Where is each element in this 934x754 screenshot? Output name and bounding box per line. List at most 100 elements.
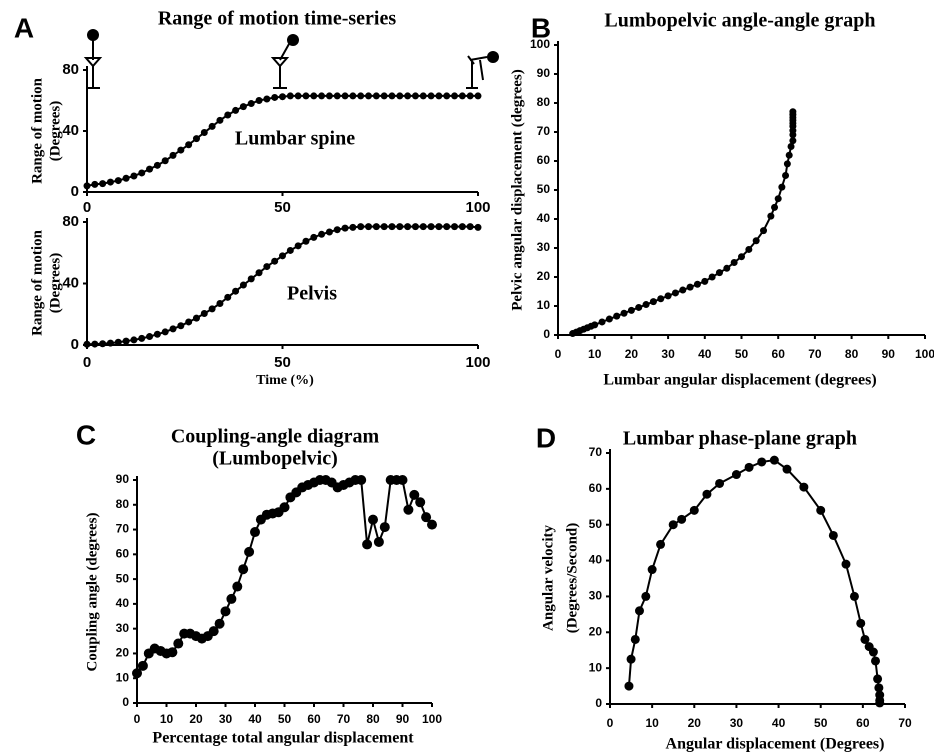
data-point [83, 182, 91, 190]
data-point [785, 151, 793, 159]
data-point [169, 151, 177, 159]
data-point [232, 106, 240, 114]
data-point [372, 223, 380, 231]
y-tick-label: 40 [589, 553, 603, 567]
y-tick-label: 40 [537, 211, 551, 225]
y-tick-label: 40 [116, 596, 130, 610]
data-point [745, 245, 753, 253]
data-point [388, 92, 396, 100]
data-point [873, 674, 883, 684]
x-tick-label: 100 [422, 712, 442, 726]
y-tick-label: 30 [116, 621, 130, 635]
data-point [860, 634, 870, 644]
panel-label: C [76, 419, 96, 450]
x-tick-label: 80 [845, 347, 859, 361]
data-point [114, 338, 122, 346]
data-point [427, 223, 435, 231]
data-point [357, 223, 365, 231]
series-line [572, 111, 794, 335]
chart-title: Lumbar phase-plane graph [623, 428, 857, 450]
data-point [856, 618, 866, 628]
data-point [232, 287, 240, 295]
data-point [255, 97, 263, 104]
y-tick-label: 0 [122, 695, 129, 709]
data-point [816, 505, 826, 515]
y-tick-label: 10 [589, 660, 603, 674]
data-point [122, 174, 130, 182]
y-tick-label: 0 [71, 336, 79, 353]
y-tick-label: 0 [71, 183, 79, 200]
data-point [415, 497, 426, 508]
data-point [224, 293, 232, 301]
y-tick-label: 100 [530, 37, 550, 51]
data-point [279, 93, 286, 101]
chart-panel: Coupling-angle diagram(Lumbopelvic) C Perc… [76, 419, 442, 746]
x-tick-label: 50 [274, 354, 291, 371]
y-tick-label: 60 [116, 547, 130, 561]
y-tick-label: 0 [595, 696, 602, 710]
x-tick-label: 0 [607, 716, 614, 730]
data-point [626, 654, 636, 664]
data-point [443, 223, 451, 231]
chart-title: Coupling-angle diagram [171, 426, 380, 448]
data-point [409, 489, 420, 500]
data-point [664, 292, 672, 300]
data-point [302, 92, 310, 100]
data-point [730, 259, 738, 266]
data-point [799, 482, 809, 492]
x-tick-label: 50 [278, 712, 292, 726]
data-point [421, 512, 432, 523]
data-point [419, 223, 427, 231]
x-tick-label: 80 [366, 712, 380, 726]
data-point [397, 475, 408, 485]
data-point [466, 223, 474, 231]
x-tick-label: 40 [698, 347, 712, 361]
data-point [613, 312, 621, 320]
data-point [620, 309, 628, 317]
y-tick-label: 50 [537, 182, 551, 196]
data-point [591, 321, 599, 329]
y-tick-label: 10 [537, 298, 551, 312]
data-point [689, 505, 699, 515]
y-axis-label: Coupling angle (degrees) [84, 513, 100, 672]
data-point [404, 223, 412, 231]
data-point [365, 223, 373, 231]
data-point [419, 92, 427, 100]
data-point [744, 462, 754, 472]
data-point [715, 478, 725, 488]
data-point [757, 457, 767, 467]
y-tick-label: 30 [589, 589, 603, 603]
x-tick-label: 20 [189, 712, 203, 726]
data-point [310, 233, 318, 241]
x-tick-label: 10 [588, 347, 602, 361]
data-point [605, 315, 613, 323]
y-tick-label: 70 [116, 522, 130, 536]
data-point [200, 129, 208, 137]
data-point [349, 223, 357, 231]
data-point [466, 92, 474, 100]
chart-panel: Lumbopelvic angle-angle graph B Lumbar ang… [509, 10, 934, 389]
data-point [427, 92, 435, 100]
x-tick-label: 30 [661, 347, 675, 361]
data-point [365, 92, 373, 100]
annotation: Lumbar spine [235, 128, 355, 150]
data-point [294, 242, 302, 250]
data-point [138, 169, 146, 177]
x-axis-label: Lumbar angular displacement (degrees) [603, 372, 876, 389]
data-point [598, 318, 606, 326]
data-point [239, 281, 247, 289]
data-point [333, 226, 341, 234]
data-point [635, 606, 644, 616]
data-point [220, 606, 231, 617]
data-point [649, 298, 657, 306]
data-point [208, 626, 219, 637]
x-tick-label: 40 [248, 712, 262, 726]
x-tick-label: 90 [882, 347, 896, 361]
y-tick-label: 30 [537, 240, 551, 254]
data-point [244, 546, 255, 557]
data-point [641, 591, 651, 601]
data-point [723, 264, 731, 272]
data-point [373, 536, 384, 547]
data-point [349, 92, 357, 100]
